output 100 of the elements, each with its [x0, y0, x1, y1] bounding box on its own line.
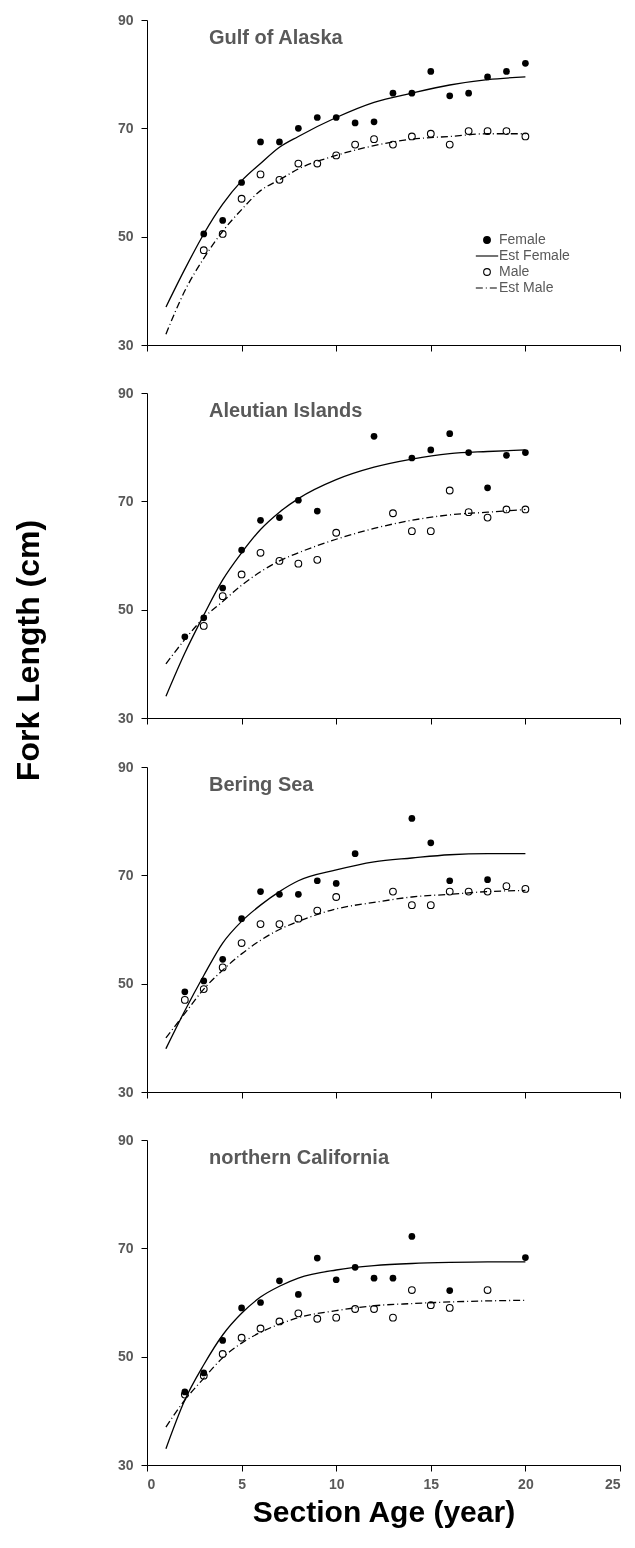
point	[521, 505, 530, 514]
chart-title: northern California	[209, 1145, 390, 1168]
point	[332, 1276, 340, 1283]
point	[238, 914, 245, 922]
point	[351, 1263, 359, 1271]
legend-label: Est Male	[499, 279, 554, 295]
point	[389, 1313, 397, 1322]
y-tick-label: 90	[117, 758, 134, 775]
point	[275, 175, 284, 184]
point	[294, 560, 303, 568]
point	[332, 879, 340, 887]
point	[313, 508, 321, 515]
point	[370, 135, 378, 144]
point	[483, 1286, 492, 1294]
y-tick-label: 30	[117, 1083, 134, 1100]
line-series	[165, 852, 527, 1049]
point	[484, 875, 491, 883]
point	[313, 114, 321, 121]
point	[257, 517, 264, 524]
point	[427, 446, 435, 454]
y-tick-label: 30	[117, 1456, 134, 1473]
point	[180, 995, 189, 1004]
y-tick-label: 50	[117, 601, 134, 618]
point	[313, 1254, 321, 1262]
point	[257, 887, 264, 895]
point	[502, 881, 511, 890]
point	[294, 1309, 303, 1318]
point	[445, 887, 454, 896]
point	[407, 132, 416, 141]
point	[465, 449, 472, 457]
point	[294, 914, 303, 923]
point	[351, 849, 359, 857]
point	[237, 1333, 246, 1342]
point	[351, 1304, 360, 1313]
point	[407, 900, 416, 909]
point	[389, 509, 397, 518]
point	[502, 505, 511, 514]
point	[351, 140, 360, 149]
point	[295, 890, 302, 898]
point	[237, 570, 246, 579]
point	[295, 497, 302, 504]
point	[370, 433, 378, 440]
point	[218, 230, 227, 238]
x-tick-label: 0	[147, 1475, 156, 1492]
point	[332, 892, 341, 901]
point	[332, 1313, 341, 1322]
point	[389, 887, 397, 896]
point	[484, 484, 491, 492]
point	[256, 549, 265, 557]
point	[464, 887, 473, 896]
point	[237, 938, 246, 947]
point	[446, 92, 454, 100]
y-tick-label: 70	[117, 493, 134, 510]
point	[257, 138, 264, 146]
point	[464, 508, 473, 517]
point	[199, 622, 208, 631]
point	[276, 138, 283, 146]
point	[200, 230, 208, 238]
point	[446, 1287, 454, 1294]
point	[426, 129, 435, 138]
chart-title: Gulf of Alaska	[209, 26, 344, 48]
y-tick-label: 70	[117, 119, 134, 136]
point	[219, 217, 227, 224]
point	[295, 124, 302, 132]
y-tick-label: 70	[117, 866, 134, 883]
point	[256, 1324, 265, 1333]
legend-label: Female	[499, 231, 546, 247]
point	[503, 452, 510, 459]
point	[238, 547, 245, 554]
x-tick-label: 15	[423, 1475, 440, 1492]
point	[407, 527, 416, 536]
point	[483, 513, 492, 522]
x-tick-label: 10	[328, 1475, 345, 1492]
point	[276, 514, 283, 522]
chart-title: Bering Sea	[209, 772, 315, 795]
point	[370, 118, 378, 126]
point	[200, 977, 208, 984]
y-tick-label: 30	[117, 709, 134, 726]
point	[332, 151, 341, 160]
point	[389, 89, 397, 97]
point	[257, 1299, 264, 1306]
y-tick-label: 90	[117, 11, 134, 28]
point	[351, 119, 359, 127]
point	[313, 877, 321, 884]
point	[389, 140, 397, 149]
point	[275, 1317, 284, 1326]
point	[238, 1304, 245, 1312]
point	[276, 890, 283, 898]
point	[237, 194, 246, 203]
point	[426, 900, 435, 909]
point	[276, 1277, 283, 1285]
point	[445, 1303, 454, 1312]
legend-label: Male	[499, 263, 530, 279]
point	[256, 170, 265, 179]
point	[218, 1349, 227, 1358]
point	[522, 449, 529, 457]
point	[275, 919, 284, 928]
y-tick-label: 50	[117, 228, 134, 245]
point	[408, 89, 416, 97]
point	[313, 1314, 322, 1323]
